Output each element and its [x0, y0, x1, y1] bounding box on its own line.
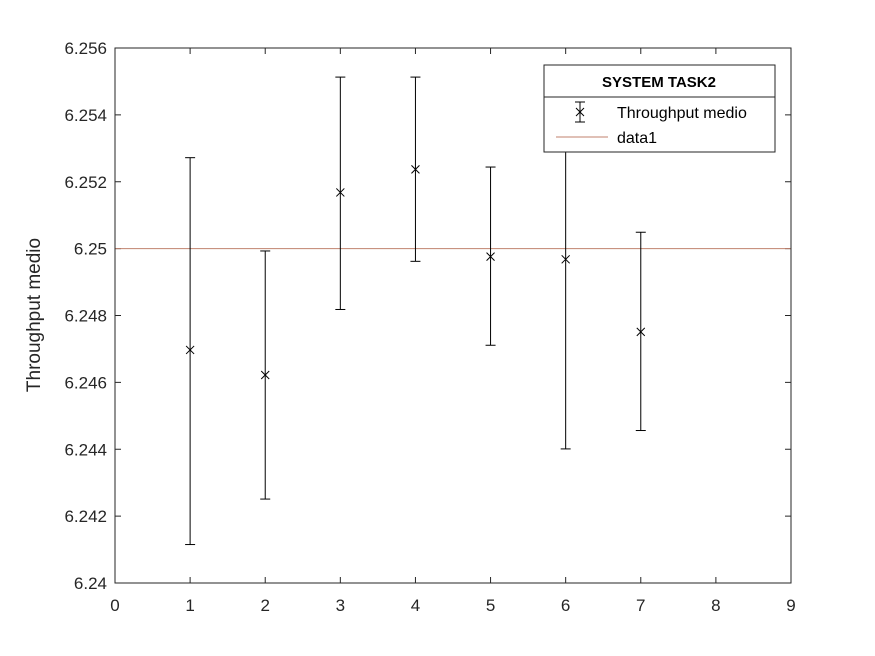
- legend-errorbar-icon: [575, 101, 585, 123]
- y-axis-label: Throughput medio: [24, 238, 45, 392]
- x-tick-label: 5: [486, 596, 495, 615]
- x-tick-label: 2: [260, 596, 269, 615]
- errorbar-point: [485, 166, 496, 346]
- x-tick-label: 3: [336, 596, 345, 615]
- x-tick-label: 1: [185, 596, 194, 615]
- y-tick-label: 6.246: [64, 373, 107, 392]
- y-tick-label: 6.248: [64, 307, 107, 326]
- x-marker-stroke: [335, 188, 345, 197]
- y-tick-label: 6.254: [64, 106, 107, 125]
- legend: SYSTEM TASK2 Throughput medio data1: [543, 64, 776, 153]
- legend-title: SYSTEM TASK2: [602, 74, 716, 91]
- y-tick-label: 6.24: [74, 574, 107, 593]
- y-tick-label: 6.244: [64, 440, 107, 459]
- errorbar-point: [185, 157, 196, 546]
- x-tick-label: 8: [711, 596, 720, 615]
- legend-entry-data1: data1: [617, 130, 657, 147]
- y-axis-ticks: 6.24 6.242 6.244 6.246 6.248 6.25 6.252 6.254 6.…: [64, 39, 791, 593]
- x-tick-label: 0: [110, 596, 119, 615]
- x-marker-stroke: [636, 327, 646, 337]
- plot-box: [114, 47, 792, 584]
- x-axis-ticks: 0 1 2 3 4 5 6 7 8 9: [110, 48, 796, 615]
- x-marker-stroke: [260, 370, 270, 380]
- y-tick-label: 6.242: [64, 507, 107, 526]
- errorbar-point: [260, 250, 271, 500]
- y-tick-label: 6.252: [64, 173, 107, 192]
- y-tick-label: 6.25: [74, 240, 107, 259]
- x-marker-stroke: [561, 254, 571, 264]
- x-marker-stroke: [185, 345, 195, 355]
- x-marker-stroke: [411, 165, 420, 174]
- legend-entry-throughput: Throughput medio: [617, 105, 747, 122]
- x-marker-stroke: [486, 252, 495, 262]
- x-tick-label: 6: [561, 596, 570, 615]
- throughput-errorbar-series: [185, 76, 646, 546]
- errorbar-point: [335, 76, 346, 310]
- x-tick-label: 7: [636, 596, 645, 615]
- x-tick-label: 4: [411, 596, 420, 615]
- x-tick-label: 9: [786, 596, 795, 615]
- y-tick-label: 6.256: [64, 39, 107, 58]
- errorbar-point: [410, 76, 421, 262]
- errorbar-point: [635, 231, 646, 432]
